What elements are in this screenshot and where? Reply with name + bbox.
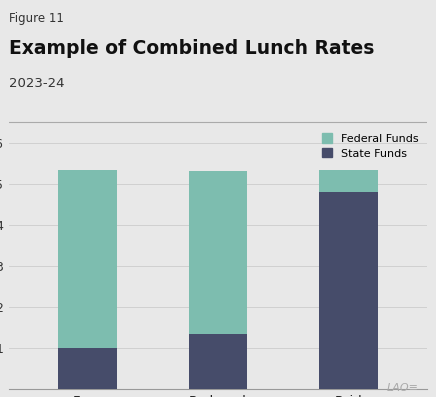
Bar — [319, 170, 378, 192]
Bar — [58, 170, 116, 348]
Bar — [188, 334, 248, 389]
Bar — [58, 348, 116, 389]
Bar — [319, 192, 378, 389]
Bar — [188, 171, 248, 334]
Text: 2023-24: 2023-24 — [9, 77, 64, 90]
Text: LAO≡: LAO≡ — [387, 383, 419, 393]
Text: Figure 11: Figure 11 — [9, 12, 64, 25]
Text: Example of Combined Lunch Rates: Example of Combined Lunch Rates — [9, 39, 374, 58]
Legend: Federal Funds, State Funds: Federal Funds, State Funds — [319, 130, 422, 162]
